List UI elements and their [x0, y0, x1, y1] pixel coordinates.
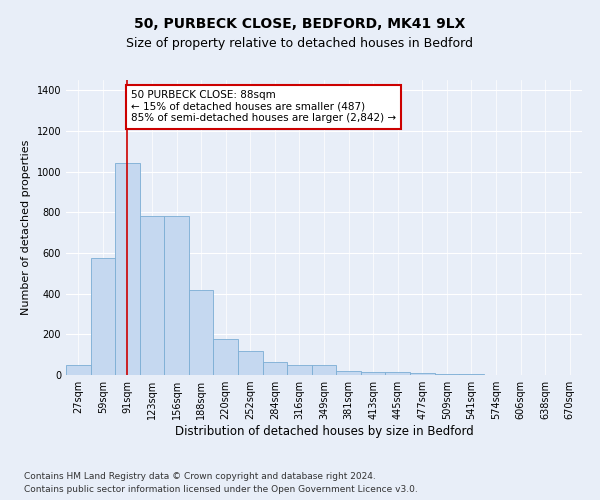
Bar: [214, 340, 238, 375]
Bar: [459, 374, 484, 375]
Bar: [361, 372, 385, 375]
X-axis label: Distribution of detached houses by size in Bedford: Distribution of detached houses by size …: [175, 425, 473, 438]
Bar: [287, 365, 312, 375]
Text: 50 PURBECK CLOSE: 88sqm
← 15% of detached houses are smaller (487)
85% of semi-d: 50 PURBECK CLOSE: 88sqm ← 15% of detache…: [131, 90, 396, 124]
Bar: [189, 290, 214, 375]
Bar: [434, 374, 459, 375]
Bar: [312, 365, 336, 375]
Bar: [385, 372, 410, 375]
Bar: [238, 350, 263, 375]
Bar: [263, 362, 287, 375]
Bar: [91, 258, 115, 375]
Bar: [336, 371, 361, 375]
Bar: [410, 374, 434, 375]
Text: Size of property relative to detached houses in Bedford: Size of property relative to detached ho…: [127, 38, 473, 51]
Bar: [66, 365, 91, 375]
Bar: [140, 216, 164, 375]
Y-axis label: Number of detached properties: Number of detached properties: [21, 140, 31, 315]
Text: Contains public sector information licensed under the Open Government Licence v3: Contains public sector information licen…: [24, 485, 418, 494]
Bar: [115, 164, 140, 375]
Text: Contains HM Land Registry data © Crown copyright and database right 2024.: Contains HM Land Registry data © Crown c…: [24, 472, 376, 481]
Bar: [164, 216, 189, 375]
Text: 50, PURBECK CLOSE, BEDFORD, MK41 9LX: 50, PURBECK CLOSE, BEDFORD, MK41 9LX: [134, 18, 466, 32]
